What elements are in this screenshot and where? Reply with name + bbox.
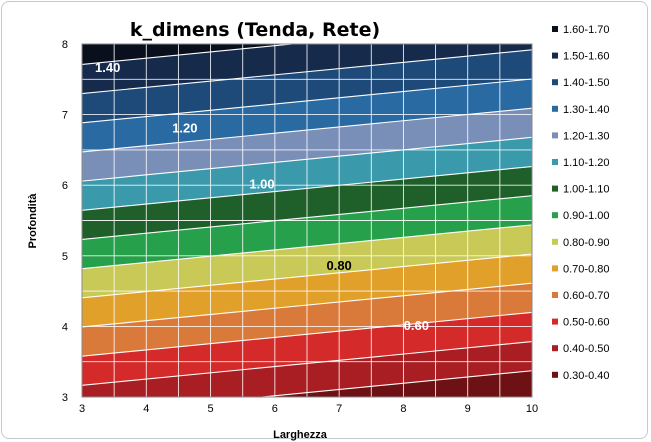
legend-entry: 0.50-0.60 (563, 317, 609, 329)
legend-swatch (552, 105, 558, 112)
y-tick-label: 6 (62, 180, 68, 192)
plot-border (81, 43, 533, 398)
legend-swatch (552, 79, 558, 86)
legend-swatch (552, 318, 558, 325)
legend-swatch (552, 265, 558, 272)
legend-entry: 1.20-1.30 (563, 130, 609, 142)
legend-swatch (552, 159, 558, 165)
contour-label: 0.80 (326, 258, 351, 273)
legend-swatch (552, 371, 558, 378)
y-tick-label: 8 (62, 39, 68, 51)
x-axis-label: Larghezza (273, 429, 328, 441)
legend-entry: 0.80-0.90 (563, 237, 609, 249)
legend: 1.60-1.70 1.50-1.60 1.40-1.50 1.30-1.40 1.20… (552, 24, 609, 382)
contour-label: 1.20 (172, 120, 197, 135)
x-tick-label: 7 (336, 403, 342, 415)
contour-label: 0.60 (404, 318, 429, 333)
contour-line (82, 107, 532, 153)
legend-swatch (552, 212, 558, 219)
legend-entry: 0.90-1.00 (563, 210, 609, 222)
legend-entry: 0.60-0.70 (563, 290, 609, 302)
contour-line (82, 195, 532, 241)
legend-entry: 1.00-1.10 (563, 184, 609, 196)
grid-lines (82, 44, 532, 397)
legend-swatch (552, 132, 558, 139)
y-tick-label: 7 (62, 110, 68, 122)
x-tick-label: 6 (272, 403, 278, 415)
legend-swatch (552, 26, 558, 32)
chart-title: k_dimens (Tenda, Rete) (130, 19, 380, 41)
legend-swatch (552, 52, 558, 59)
y-axis-ticks: 3 4 5 6 7 8 (62, 39, 68, 404)
legend-entry: 1.40-1.50 (563, 77, 609, 89)
legend-swatch (552, 238, 558, 245)
contour-label: 1.40 (95, 60, 120, 75)
contour-lines (82, 44, 532, 397)
contour-line (82, 282, 532, 328)
legend-entry: 0.40-0.50 (563, 343, 609, 355)
legend-swatch (552, 185, 558, 192)
x-tick-label: 8 (400, 403, 406, 415)
contour-line (82, 311, 532, 357)
x-tick-label: 5 (208, 403, 214, 415)
contour-line (82, 49, 532, 95)
y-tick-label: 4 (62, 321, 68, 333)
contour-line (82, 136, 532, 182)
x-tick-label: 9 (465, 403, 471, 415)
contour-line (82, 253, 532, 299)
contour-line (256, 370, 532, 397)
legend-swatch (552, 345, 558, 352)
x-axis-ticks: 3 4 5 6 7 8 9 10 (79, 403, 538, 415)
legend-entry: 0.70-0.80 (563, 263, 609, 275)
legend-entry: 1.30-1.40 (563, 104, 609, 116)
legend-entry: 0.30-0.40 (563, 370, 609, 382)
contour-label: 1.00 (249, 177, 274, 192)
x-tick-label: 4 (143, 403, 149, 415)
legend-entry: 1.10-1.20 (563, 157, 609, 169)
contour-labels: 1.40 1.20 1.00 0.80 0.60 (95, 60, 429, 333)
legend-entry: 1.50-1.60 (563, 51, 609, 63)
contour-line (82, 165, 532, 211)
contour-line (82, 44, 298, 65)
y-tick-label: 5 (62, 251, 68, 263)
legend-swatch (552, 292, 558, 298)
y-tick-label: 3 (62, 392, 68, 404)
y-axis-label: Profondità (27, 193, 39, 249)
x-tick-label: 10 (526, 403, 538, 415)
x-tick-label: 3 (79, 403, 85, 415)
contour-line (82, 78, 532, 124)
contour-line (82, 341, 532, 386)
contour-line (82, 224, 532, 270)
legend-entry: 1.60-1.70 (563, 24, 609, 36)
